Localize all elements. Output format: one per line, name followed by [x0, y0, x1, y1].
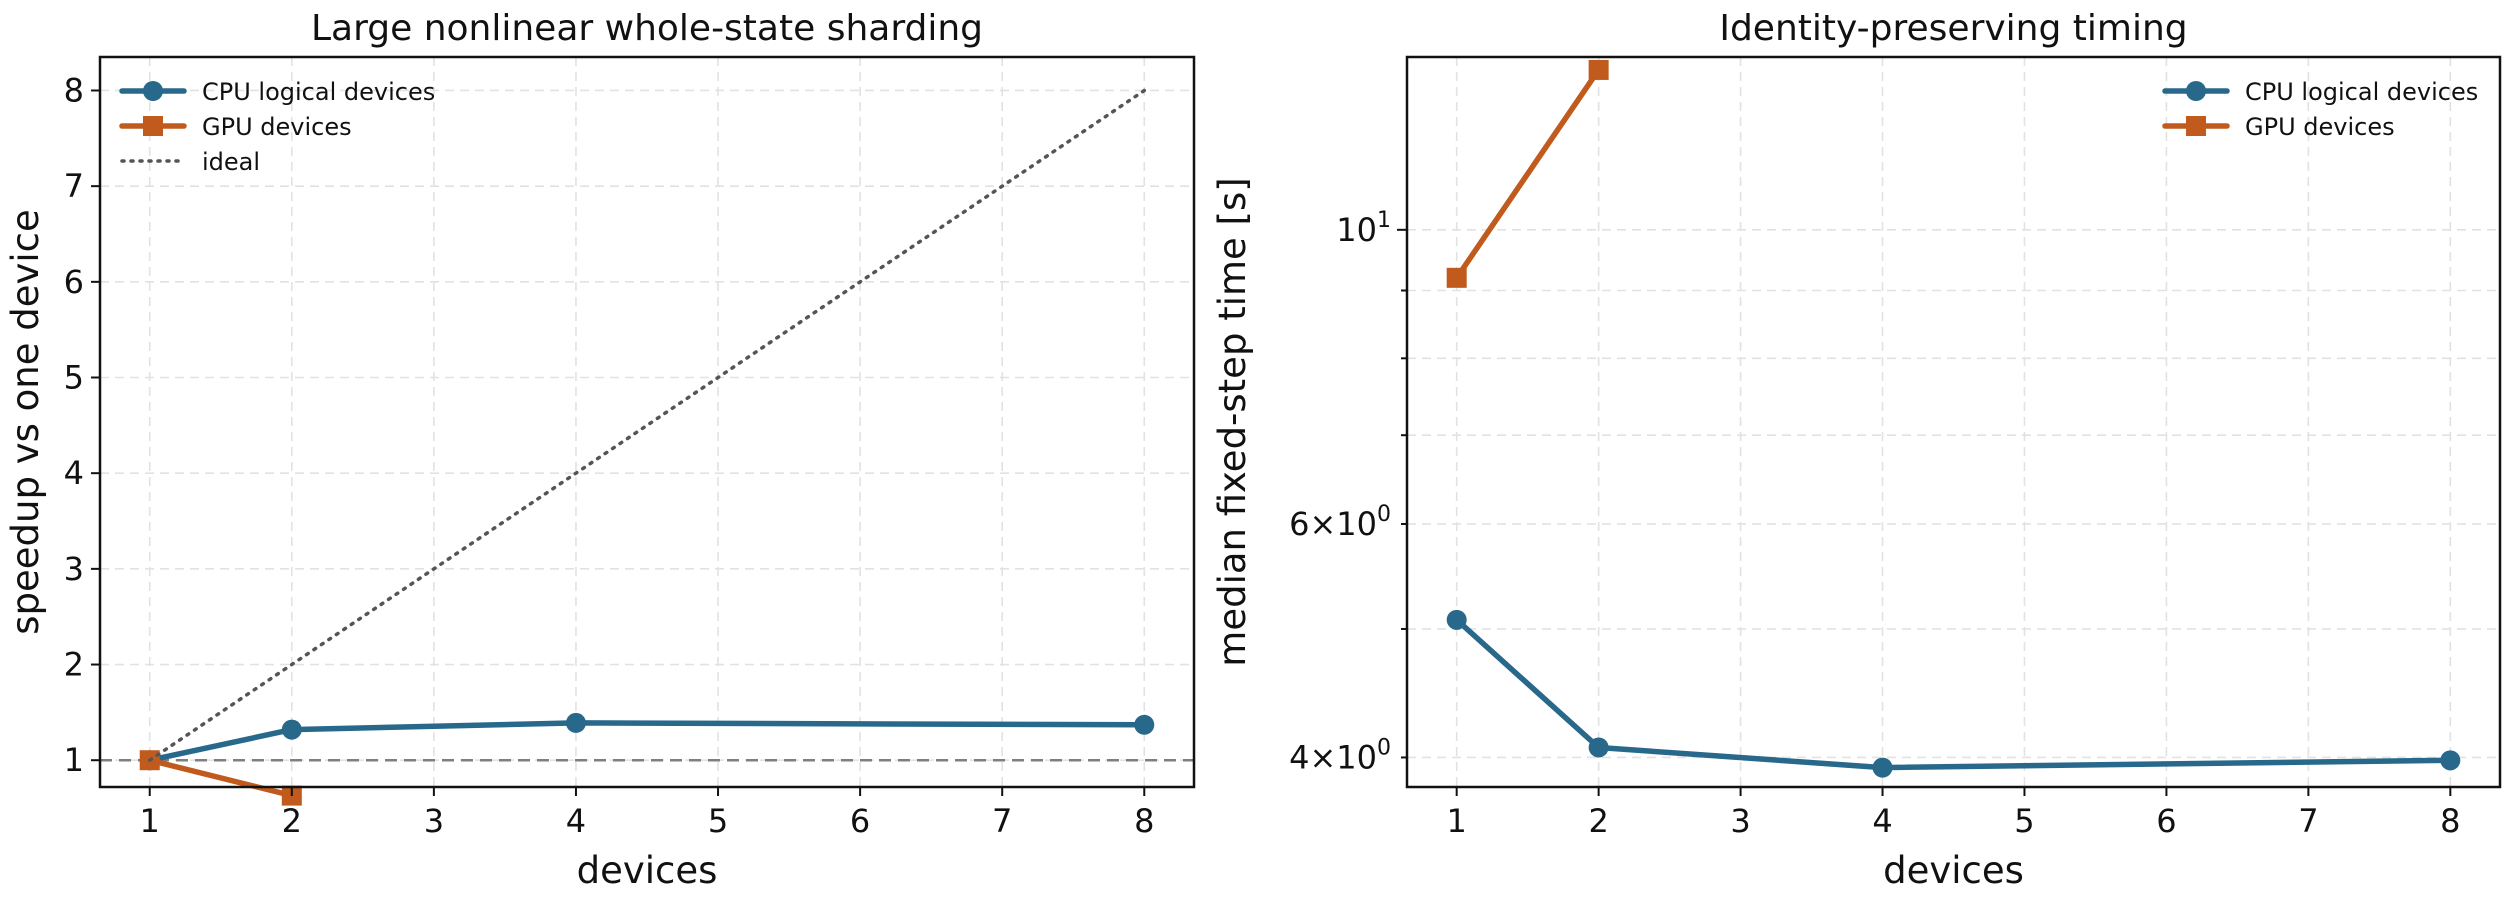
timing-series-line-1: [1453, 67, 1602, 281]
speedup-xtick-label-8: 8: [1134, 802, 1154, 840]
speedup-xtick-label-7: 7: [992, 802, 1012, 840]
timing-chart-x-ticks: 1 2 3 4 5 6 7 8: [1447, 787, 2460, 840]
speedup-chart-frame: [98, 55, 1196, 789]
timing-series-0-point-0: [1446, 609, 1467, 630]
speedup-legend-marker-0: [143, 81, 163, 101]
speedup-series-line-0: [146, 720, 1148, 763]
speedup-xtick-label-3: 3: [424, 802, 444, 840]
speedup-legend-label-2: ideal: [202, 148, 260, 176]
speedup-series-0-point-1: [281, 719, 302, 740]
timing-xtick-label-5: 5: [2014, 802, 2034, 840]
speedup-chart-x-ticks: 1 2 3 4 5 6 7 8: [140, 787, 1154, 840]
timing-xtick-label-7: 7: [2298, 802, 2318, 840]
speedup-legend-label-0: CPU logical devices: [202, 78, 435, 106]
timing-series-1-point-0: [1446, 267, 1467, 288]
speedup-series-line-1: [146, 757, 295, 799]
timing-chart-legend: CPU logical devices GPU devices: [2162, 78, 2478, 141]
speedup-chart-x-axis-label: devices: [577, 849, 718, 892]
speedup-xtick-label-5: 5: [708, 802, 728, 840]
speedup-chart-y-ticks: 1 2 3 4 5 6 7 8: [64, 71, 100, 779]
speedup-chart-title: Large nonlinear whole-state sharding: [311, 8, 983, 49]
timing-chart-series: [1446, 59, 2461, 778]
timing-xtick-label-1: 1: [1447, 802, 1467, 840]
timing-xtick-label-8: 8: [2440, 802, 2460, 840]
speedup-xtick-label-2: 2: [282, 802, 302, 840]
timing-series-0-point-1: [1588, 737, 1609, 758]
timing-legend-label-0: CPU logical devices: [2245, 78, 2478, 106]
speedup-chart-y-axis-label: speedup vs one device: [4, 209, 47, 635]
speedup-legend-marker-1: [143, 116, 163, 136]
speedup-xtick-label-6: 6: [850, 802, 870, 840]
speedup-ytick-label-3: 3: [64, 550, 84, 588]
timing-legend-label-1: GPU devices: [2245, 113, 2395, 141]
timing-series-line-0: [1453, 617, 2454, 771]
speedup-ytick-label-8: 8: [64, 71, 84, 109]
timing-series-1-point-1: [1588, 59, 1609, 80]
timing-chart-frame: [1405, 55, 2502, 789]
speedup-series-line-2: [147, 88, 1147, 762]
timing-series-0-point-3: [2440, 750, 2461, 771]
timing-chart-y-axis-label: median fixed-step time [s]: [1211, 177, 1254, 666]
speedup-ytick-label-1: 1: [64, 741, 84, 779]
speedup-chart-legend: CPU logical devices GPU devices ideal: [119, 78, 435, 176]
timing-xtick-label-2: 2: [1588, 802, 1608, 840]
timing-chart-grid: [1407, 57, 2500, 787]
timing-ytick-label-4: 4×100: [1289, 735, 1391, 776]
speedup-chart-series: [139, 88, 1155, 806]
timing-legend-marker-0: [2186, 81, 2206, 101]
speedup-ytick-label-7: 7: [64, 167, 84, 205]
speedup-series-0-point-3: [1134, 714, 1155, 735]
speedup-ytick-label-4: 4: [64, 454, 84, 492]
timing-ytick-label-6: 6×100: [1289, 502, 1391, 543]
speedup-series-0-point-2: [565, 712, 586, 733]
speedup-xtick-label-4: 4: [566, 802, 586, 840]
speedup-ytick-label-6: 6: [64, 263, 84, 301]
speedup-xtick-label-1: 1: [140, 802, 160, 840]
speedup-legend-label-1: GPU devices: [202, 113, 352, 141]
speedup-chart: 1 2 3 4 5 6 7 8 1 2 3 4 5 6 7 8 Large nonlinear whole-…: [4, 8, 1196, 892]
timing-legend-marker-1: [2186, 116, 2206, 136]
timing-xtick-label-3: 3: [1730, 802, 1750, 840]
timing-series-0-point-2: [1872, 757, 1893, 778]
speedup-ytick-label-5: 5: [64, 359, 84, 397]
speedup-ytick-label-2: 2: [64, 646, 84, 684]
timing-xtick-label-4: 4: [1872, 802, 1892, 840]
timing-chart-title: Identity-preserving timing: [1719, 8, 2187, 49]
timing-chart-x-axis-label: devices: [1883, 849, 2024, 892]
timing-xtick-label-6: 6: [2156, 802, 2176, 840]
